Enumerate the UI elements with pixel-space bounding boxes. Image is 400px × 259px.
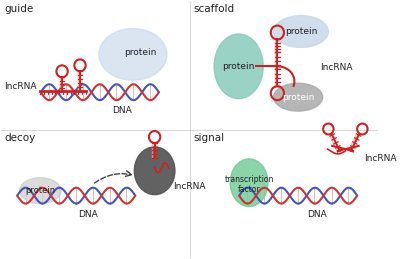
Text: guide: guide: [4, 4, 34, 14]
Text: protein: protein: [222, 62, 255, 71]
Text: DNA: DNA: [78, 210, 98, 219]
Ellipse shape: [274, 16, 328, 47]
Text: lncRNA: lncRNA: [174, 182, 206, 191]
Text: lncRNA: lncRNA: [320, 63, 352, 72]
Text: scaffold: scaffold: [193, 4, 234, 14]
Text: lncRNA: lncRNA: [4, 82, 37, 91]
Ellipse shape: [274, 83, 323, 111]
Text: protein: protein: [285, 27, 317, 36]
Text: DNA: DNA: [307, 210, 327, 219]
Ellipse shape: [134, 147, 175, 195]
Ellipse shape: [214, 34, 263, 99]
Text: protein: protein: [25, 186, 56, 195]
Text: signal: signal: [193, 133, 224, 143]
Ellipse shape: [230, 159, 268, 207]
Ellipse shape: [20, 178, 61, 204]
Ellipse shape: [99, 28, 167, 80]
Text: protein: protein: [282, 93, 314, 102]
Text: transcription
factor: transcription factor: [224, 175, 274, 195]
Text: lncRNA: lncRNA: [364, 154, 397, 163]
Text: protein: protein: [124, 48, 157, 57]
Text: decoy: decoy: [4, 133, 36, 143]
Text: DNA: DNA: [112, 106, 132, 115]
